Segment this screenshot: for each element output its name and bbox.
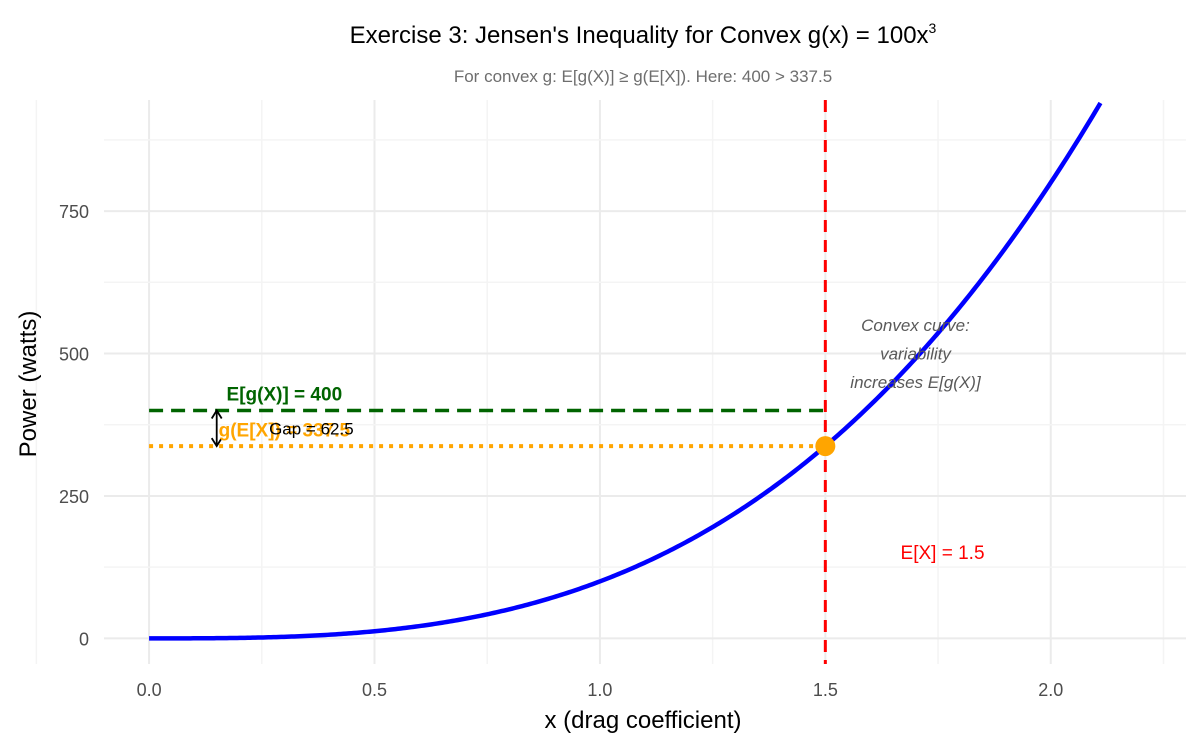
x-tick-label: 0.0	[137, 680, 162, 700]
label-ex: E[X] = 1.5	[901, 543, 985, 564]
label-g-expected: g(E[X]) = 337.5	[219, 420, 351, 441]
x-tick-label: 1.5	[813, 680, 838, 700]
chart-subtitle: For convex g: E[g(X)] ≥ g(E[X]). Here: 4…	[454, 67, 832, 86]
label-gap: Gap = 62.5	[269, 419, 354, 438]
title-main: Exercise 3: Jensen's Inequality for Conv…	[350, 22, 822, 49]
title-func: (x) = 100x	[821, 22, 928, 49]
x-tick-label: 1.0	[587, 680, 612, 700]
data-point-g-of-ex	[815, 436, 836, 457]
x-axis-label: x (drag coefficient)	[545, 707, 742, 734]
gap-arrow	[210, 408, 223, 448]
x-tick-label: 2.0	[1038, 680, 1063, 700]
series-line-g	[149, 101, 1103, 641]
y-tick-label: 500	[59, 345, 89, 365]
y-axis-label: Power (watts)	[15, 311, 42, 458]
svg-text:Exercise 3: Jensen's Inequalit: Exercise 3: Jensen's Inequality for Conv…	[350, 20, 937, 49]
x-tick-label: 0.5	[362, 680, 387, 700]
y-tick-label: 0	[79, 629, 89, 649]
title-exponent: 3	[929, 20, 937, 36]
x-tick-labels: 0.0 0.5 1.0 1.5 2.0	[137, 680, 1064, 700]
y-tick-labels: 0 250 500 750	[59, 202, 89, 649]
convex-note-line-1: Convex curve:	[861, 316, 970, 335]
y-tick-label: 250	[59, 487, 89, 507]
chart-title: Exercise 3: Jensen's Inequality for Conv…	[350, 20, 937, 49]
convex-note-line-3: increases E[g(X)]	[850, 373, 982, 392]
y-tick-label: 750	[59, 202, 89, 222]
convex-note-line-2: variability	[880, 345, 952, 364]
label-expected-g: E[g(X)] = 400	[227, 385, 343, 406]
